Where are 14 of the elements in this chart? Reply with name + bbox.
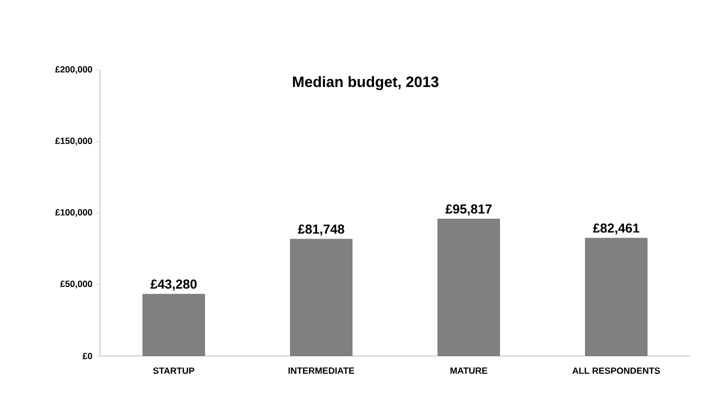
data-label: £82,461 — [592, 224, 640, 235]
y-tick-label: £50,000 — [60, 280, 92, 288]
y-tick-label: £150,000 — [55, 138, 92, 146]
x-tick-label: ALL RESPONDENTS — [572, 368, 660, 374]
x-tick-label: INTERMEDIATE — [288, 368, 354, 374]
y-tick-label: £200,000 — [55, 66, 92, 74]
y-tick-label: £100,000 — [55, 209, 92, 217]
x-tick-label: MATURE — [450, 368, 488, 374]
y-tick-label: £0 — [82, 352, 92, 360]
x-tick-label: STARTUP — [153, 368, 194, 374]
data-label: £95,817 — [445, 204, 492, 216]
data-label: £81,748 — [298, 224, 344, 236]
chart-title: Median budget, 2013 — [293, 76, 438, 90]
data-label: £43,280 — [150, 280, 197, 291]
